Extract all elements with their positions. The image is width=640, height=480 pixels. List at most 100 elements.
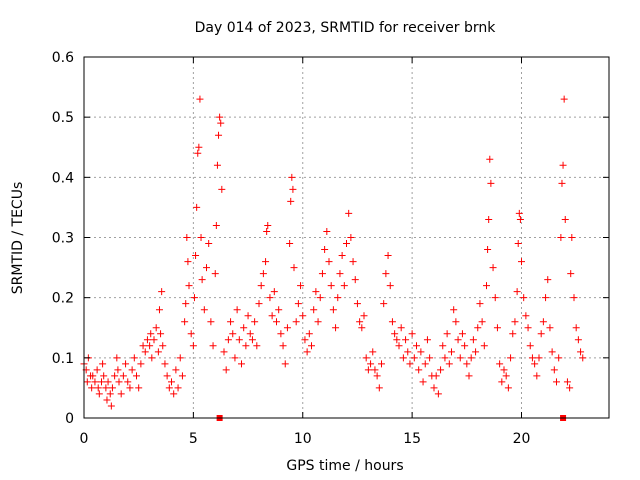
data-point [292,318,300,326]
data-point [168,378,175,386]
data-point [212,221,220,229]
data-point [402,336,410,344]
data-point [102,384,110,392]
data-point [393,336,401,344]
data-point [222,366,230,374]
data-point [566,384,574,392]
data-point [432,372,440,380]
data-point [439,342,447,350]
data-point [498,378,506,386]
data-point [211,270,219,278]
data-point [474,324,482,332]
data-point [316,294,324,302]
data-point [557,234,565,241]
x-tick-label: 0 [80,431,89,447]
data-point [395,342,403,350]
data-point [356,318,364,326]
data-point [141,348,149,356]
data-point [176,354,184,362]
data-point [286,240,294,248]
data-point [178,372,186,380]
x-tick-label: 10 [294,431,312,447]
data-point [515,209,523,217]
data-point [154,348,162,356]
data-point [467,354,475,362]
data-point [244,312,252,320]
data-point [163,372,171,380]
data-point [430,384,438,392]
data-point [434,390,442,398]
data-point [419,378,427,386]
data-point [198,276,206,284]
y-tick-label: 0.4 [52,170,74,186]
grid-lines [84,57,609,418]
data-point [297,282,305,290]
data-point [469,336,477,344]
data-point [187,330,195,338]
data-point [98,378,105,386]
data-point [289,185,297,193]
data-point [259,270,267,278]
data-point [122,360,130,368]
data-point [135,384,143,392]
data-point [115,378,123,386]
data-point [542,294,550,302]
data-point [522,312,530,320]
data-point [533,372,541,380]
data-point [170,390,178,398]
data-point [137,360,145,368]
data-point [388,318,396,326]
data-point [314,318,322,326]
data-points [80,95,587,421]
data-point [117,390,125,398]
data-point [567,270,575,278]
data-point [572,324,580,332]
data-point [516,215,524,223]
data-point [99,360,107,368]
data-point [423,336,431,344]
data-point [500,366,508,374]
data-point [570,294,578,302]
data-point [404,348,412,356]
data-point [332,324,340,332]
data-point [574,336,582,344]
data-point [386,282,394,290]
data-point [458,330,466,338]
data-point [111,372,119,380]
data-point [450,306,458,314]
data-point [174,384,182,392]
data-point [375,384,383,392]
data-point [559,161,567,169]
data-point [128,366,136,374]
data-point [472,348,480,356]
data-point [371,366,379,374]
data-point [426,354,434,362]
data-point [489,264,497,272]
data-point [391,330,399,338]
data-point [303,348,311,356]
data-point [183,234,191,241]
data-point [89,372,97,380]
data-point [437,366,445,374]
data-point [329,306,337,314]
data-point [200,306,208,314]
data-point [321,246,329,254]
data-point [535,354,543,362]
data-point [290,264,298,272]
data-point [483,282,490,290]
data-point [560,95,568,103]
data-point [207,318,215,326]
data-point [240,324,248,332]
data-point [209,342,217,350]
data-point [148,354,156,362]
data-point [308,342,315,350]
data-point [119,372,127,380]
data-point [364,366,372,374]
data-point [133,372,140,380]
y-axis-label: SRMTID / TECUs [10,182,26,295]
data-point [227,318,235,326]
data-point [478,318,486,326]
data-point [301,336,309,344]
data-point [268,312,276,320]
data-point [283,324,291,332]
